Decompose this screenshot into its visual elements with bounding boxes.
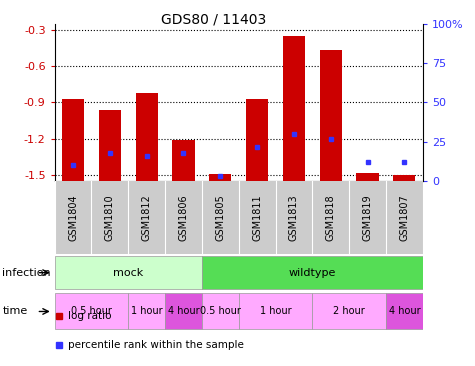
Text: GDS80 / 11403: GDS80 / 11403 <box>161 13 266 27</box>
Bar <box>62 99 84 181</box>
Text: GSM1810: GSM1810 <box>105 194 115 241</box>
Bar <box>172 140 195 181</box>
Bar <box>136 93 158 181</box>
Text: wildtype: wildtype <box>289 268 336 278</box>
Bar <box>209 174 231 181</box>
Text: percentile rank within the sample: percentile rank within the sample <box>67 340 243 350</box>
Text: time: time <box>2 306 28 316</box>
Text: 0.5 hour: 0.5 hour <box>200 306 241 316</box>
Text: 1 hour: 1 hour <box>131 306 162 316</box>
Bar <box>393 175 415 181</box>
Bar <box>238 293 313 329</box>
Text: 4 hour: 4 hour <box>389 306 420 316</box>
Text: GSM1806: GSM1806 <box>179 194 189 241</box>
Bar <box>320 51 342 181</box>
Text: 1 hour: 1 hour <box>260 306 291 316</box>
Bar <box>202 293 238 329</box>
Text: GSM1812: GSM1812 <box>142 194 152 241</box>
Text: 2 hour: 2 hour <box>333 306 365 316</box>
Bar <box>99 110 121 181</box>
Bar <box>313 293 386 329</box>
Text: infection: infection <box>2 268 51 278</box>
Text: 4 hour: 4 hour <box>168 306 200 316</box>
Bar <box>356 173 379 181</box>
Text: GSM1819: GSM1819 <box>362 194 372 241</box>
Bar <box>165 293 202 329</box>
Text: GSM1805: GSM1805 <box>215 194 225 241</box>
Bar <box>283 36 305 181</box>
Text: 0.5 hour: 0.5 hour <box>71 306 112 316</box>
Text: log ratio: log ratio <box>67 311 111 321</box>
Text: GSM1811: GSM1811 <box>252 194 262 241</box>
Bar <box>246 99 268 181</box>
Text: GSM1804: GSM1804 <box>68 194 78 241</box>
Text: GSM1807: GSM1807 <box>399 194 409 241</box>
Bar <box>55 293 128 329</box>
Text: GSM1813: GSM1813 <box>289 194 299 241</box>
Bar <box>202 256 423 289</box>
Bar <box>386 293 423 329</box>
Bar <box>128 293 165 329</box>
Bar <box>55 256 202 289</box>
Text: GSM1818: GSM1818 <box>326 194 336 241</box>
Text: mock: mock <box>113 268 143 278</box>
